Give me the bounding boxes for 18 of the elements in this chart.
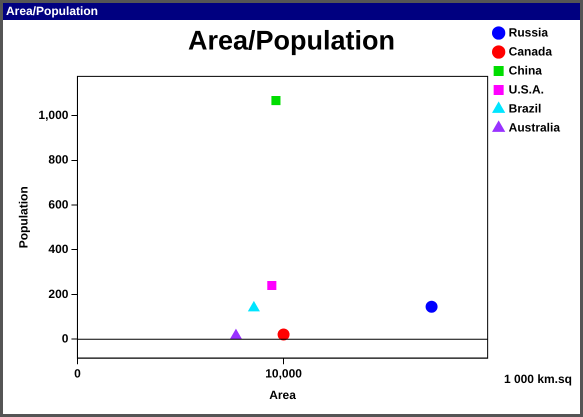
- legend-label: Australia: [508, 120, 560, 134]
- legend-label: Brazil: [508, 101, 542, 116]
- legend-label: U.S.A.: [508, 82, 544, 96]
- legend-label: China: [508, 63, 542, 78]
- y-tick-label: 1,000: [38, 108, 69, 122]
- chart-title: Area/Population: [188, 26, 396, 56]
- legend-label: Russia: [508, 25, 548, 40]
- y-tick-label: 600: [48, 197, 69, 212]
- x-axis-title: Area: [269, 388, 296, 402]
- y-tick-label: 400: [48, 242, 69, 256]
- y-tick-label: 800: [48, 152, 69, 167]
- y-axis-title: Population: [16, 186, 31, 248]
- legend-label: Canada: [508, 44, 552, 58]
- text: 1 000 km.sq: [504, 372, 572, 386]
- y-tick-label: 0: [62, 332, 69, 346]
- y-tick-label: 200: [48, 286, 69, 301]
- text: Area/Population: [3, 3, 580, 20]
- x-tick-label: 10,000: [265, 366, 302, 381]
